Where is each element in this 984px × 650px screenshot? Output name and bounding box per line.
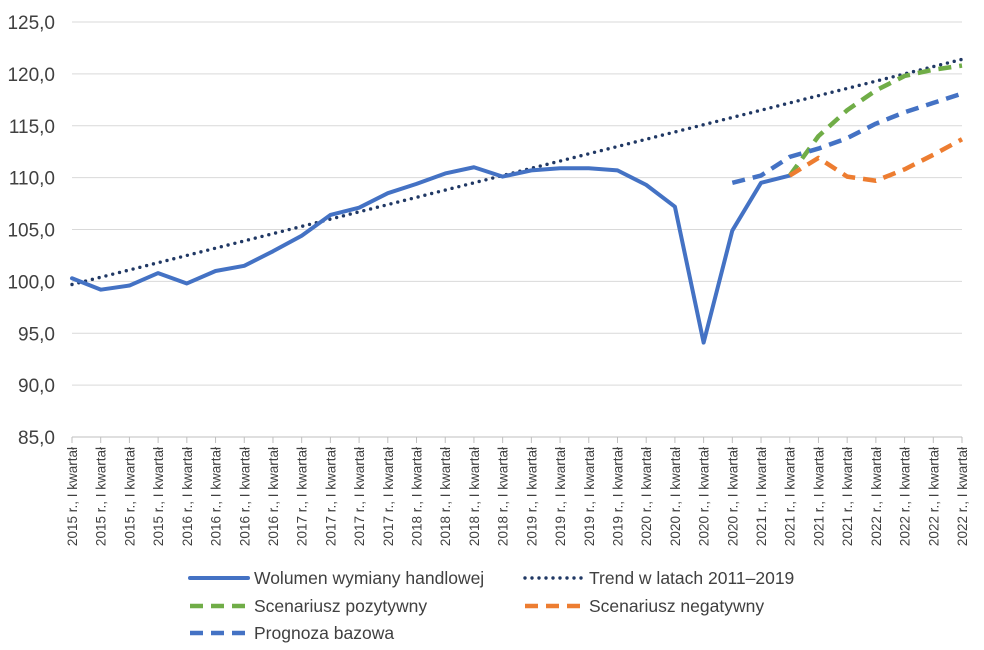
y-tick-label: 120,0: [7, 65, 55, 86]
legend-label: Trend w latach 2011–2019: [589, 568, 794, 588]
x-tick-label: 2016 r., I kwartał: [266, 447, 281, 546]
legend-label: Prognoza bazowa: [254, 623, 394, 643]
x-tick-label: 2021 r., I kwartał: [811, 447, 826, 546]
x-tick-label: 2022 r., I kwartał: [869, 447, 884, 546]
x-tick-label: 2019 r., I kwartał: [553, 447, 568, 546]
x-tick-label: 2018 r., I kwartał: [467, 447, 482, 546]
x-tick-label: 2022 r., I kwartał: [898, 447, 913, 546]
x-tick-label: 2015 r., I kwartał: [94, 447, 109, 546]
x-tick-label: 2016 r., I kwartał: [237, 447, 252, 546]
x-tick-label: 2021 r., I kwartał: [840, 447, 855, 546]
x-tick-label: 2019 r., I kwartał: [524, 447, 539, 546]
y-tick-label: 90,0: [18, 376, 55, 397]
x-tick-label: 2020 r., I kwartał: [725, 447, 740, 546]
x-tick-label: 2018 r., I kwartał: [496, 447, 511, 546]
legend-label: Scenariusz pozytywny: [254, 596, 427, 616]
x-tick-label: 2020 r., I kwartał: [639, 447, 654, 546]
y-tick-label: 85,0: [18, 428, 55, 449]
y-tick-label: 95,0: [18, 324, 55, 345]
series-line: [70, 165, 792, 345]
y-tick-label: 110,0: [9, 169, 55, 190]
legend-label: Scenariusz negatywny: [589, 596, 764, 616]
x-tick-label: 2021 r., I kwartał: [783, 447, 798, 546]
x-tick-label: 2016 r., I kwartał: [209, 447, 224, 546]
x-tick-label: 2020 r., I kwartał: [668, 447, 683, 546]
series-line: [788, 137, 964, 183]
x-tick-label: 2017 r., I kwartał: [323, 447, 338, 546]
y-tick-label: 105,0: [7, 221, 55, 242]
x-tick-label: 2015 r., I kwartał: [65, 447, 80, 546]
x-tick-label: 2017 r., I kwartał: [295, 447, 310, 546]
y-axis-tick-labels: 85,0 90,0 95,0 100,0 105,0 110,0 115,0 120,0 125…: [7, 13, 55, 449]
y-tick-label: 100,0: [7, 272, 55, 293]
y-tick-label: 125,0: [7, 13, 55, 34]
x-tick-label: 2015 r., I kwartał: [151, 447, 166, 546]
series-lines: [70, 57, 964, 345]
x-tick-label: 2016 r., I kwartał: [180, 447, 195, 546]
x-tick-label: 2017 r., I kwartał: [352, 447, 367, 546]
legend: Wolumen wymiany handlowej Trend w latach …: [188, 568, 794, 643]
x-tick-label: 2022 r., I kwartał: [955, 447, 970, 546]
x-tick-label: 2021 r., I kwartał: [754, 447, 769, 546]
series-line: [731, 91, 963, 185]
x-tick-label: 2018 r., I kwartał: [410, 447, 425, 546]
x-tick-label: 2018 r., I kwartał: [438, 447, 453, 546]
y-tick-label: 115,0: [9, 117, 55, 138]
x-tick-label: 2015 r., I kwartał: [122, 447, 137, 546]
series-line: [70, 57, 964, 287]
x-tick-label: 2017 r., I kwartał: [381, 447, 396, 546]
series-line: [787, 63, 963, 177]
x-tick-label: 2019 r., I kwartał: [582, 447, 597, 546]
gridlines: [72, 21, 962, 386]
x-tick-label: 2022 r., I kwartał: [926, 447, 941, 546]
x-axis: 2015 r., I kwartał 2015 r., I kwartał 2015…: [65, 436, 970, 546]
legend-label: Wolumen wymiany handlowej: [254, 568, 484, 588]
x-tick-label: 2019 r., I kwartał: [610, 447, 625, 546]
x-tick-label: 2020 r., I kwartał: [697, 447, 712, 546]
